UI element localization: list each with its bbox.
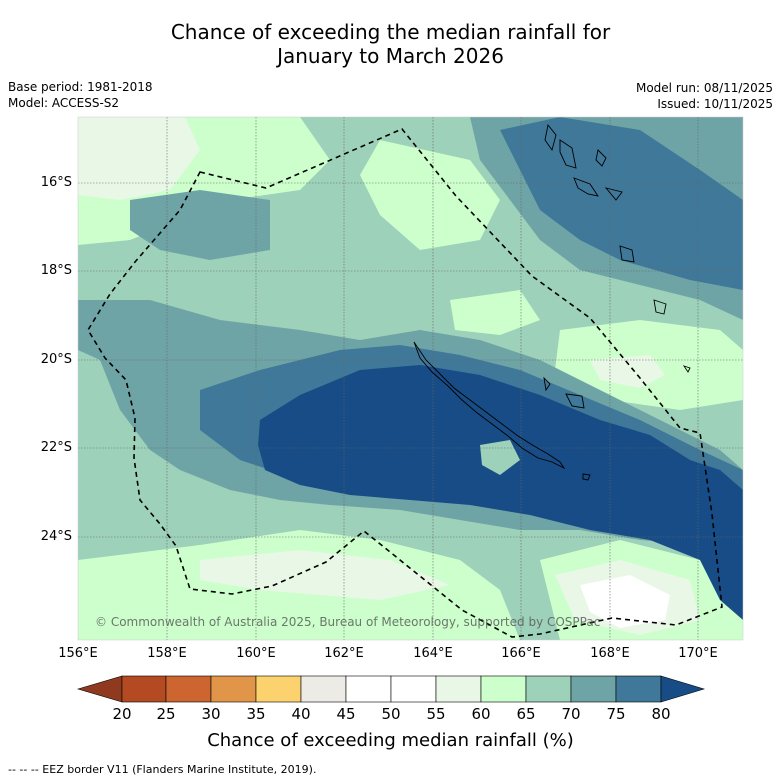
colorbar-swatch-20-25 (121, 675, 167, 703)
colorbar-swatch-40-45 (300, 675, 347, 703)
isle-of-pines (582, 473, 591, 481)
colorbar-swatch-30-35 (210, 675, 257, 703)
loyalty-island-2 (543, 376, 551, 392)
eez-border-legend: -- -- -- EEZ border V11 (Flanders Marine… (8, 763, 317, 776)
colorbar-tick-55: 55 (426, 705, 446, 723)
colorbar-swatch-45-50 (345, 675, 392, 703)
vanuatu-island-5 (604, 187, 623, 201)
colorbar-title: Chance of exceeding median rainfall (%) (207, 730, 574, 751)
band-60-65-north (360, 140, 500, 250)
colorbar-tick-45: 45 (336, 705, 356, 723)
band-60-65-mid (450, 290, 540, 335)
colorbar-swatch-55-60 (435, 675, 482, 703)
colorbar-swatch-25-30 (165, 675, 212, 703)
base-period-text: Base period: 1981-2018 (8, 80, 153, 94)
loyalty-island-1 (565, 393, 585, 409)
lon-label-164e: 164°E (413, 646, 453, 661)
vanuatu-island-7 (653, 299, 667, 315)
colorbar (76, 675, 706, 703)
colorbar-tick-25: 25 (156, 705, 176, 723)
copyright-notice: © Commonwealth of Australia 2025, Bureau… (95, 615, 600, 629)
map-title-line-2: January to March 2026 (277, 44, 504, 68)
colorbar-below-20-triangle (76, 675, 123, 703)
colorbar-swatch-60-65 (480, 675, 527, 703)
colorbar-tick-50: 50 (381, 705, 401, 723)
colorbar-swatch-70-75 (570, 675, 617, 703)
band-55-60-east (590, 355, 665, 388)
colorbar-swatch-35-40 (255, 675, 302, 703)
map-frame (77, 116, 744, 641)
band-50-55-southeast (580, 575, 670, 628)
colorbar-swatch-50-55 (390, 675, 437, 703)
band-above-80 (258, 365, 743, 620)
vanuatu-island-2 (559, 139, 577, 169)
lon-label-158e: 158°E (147, 646, 187, 661)
colorbar-swatch-75-80 (615, 675, 662, 703)
lat-label-18s: 18°S (40, 263, 72, 278)
lat-label-22s: 22°S (40, 440, 72, 455)
colorbar-tick-60: 60 (471, 705, 491, 723)
lon-label-170e: 170°E (678, 646, 718, 661)
vanuatu-island-3 (595, 149, 607, 167)
colorbar-tick-20: 20 (112, 705, 132, 723)
new-caledonia-coastline (413, 341, 566, 470)
colorbar-tick-70: 70 (561, 705, 581, 723)
model-name-text: Model: ACCESS-S2 (8, 96, 120, 110)
colorbar-tick-75: 75 (606, 705, 626, 723)
model-run-text: Model run: 08/11/2025 (635, 81, 773, 95)
lon-label-156e: 156°E (58, 646, 98, 661)
eez-border (87, 128, 723, 638)
vanuatu-island-4 (573, 177, 599, 197)
colorbar-tick-65: 65 (516, 705, 536, 723)
lat-label-20s: 20°S (40, 352, 72, 367)
colorbar-tick-35: 35 (246, 705, 266, 723)
map-title-line-1: Chance of exceeding the median rainfall … (170, 20, 611, 44)
lat-label-16s: 16°S (40, 175, 72, 190)
vanuatu-island-6 (619, 245, 635, 263)
vanuatu-island-1 (544, 123, 557, 152)
colorbar-tick-40: 40 (291, 705, 311, 723)
band-75-80-north (500, 117, 743, 290)
lon-label-160e: 160°E (236, 646, 276, 661)
map-gridlines (78, 117, 743, 640)
lon-label-166e: 166°E (501, 646, 541, 661)
colorbar-swatch-65-70 (525, 675, 572, 703)
lon-label-168e: 168°E (590, 646, 630, 661)
lon-label-162e: 162°E (324, 646, 364, 661)
band-70-75-west (130, 190, 270, 260)
band-above-80-inner-green (480, 440, 520, 475)
small-island-east (682, 365, 691, 373)
issued-date-text: Issued: 10/11/2025 (657, 97, 773, 111)
band-55-60-south (200, 550, 450, 600)
colorbar-tick-30: 30 (201, 705, 221, 723)
lat-label-24s: 24°S (40, 529, 72, 544)
colorbar-above-80-triangle (660, 675, 706, 703)
colorbar-tick-80: 80 (651, 705, 671, 723)
band-55-60-northwest (78, 117, 200, 200)
